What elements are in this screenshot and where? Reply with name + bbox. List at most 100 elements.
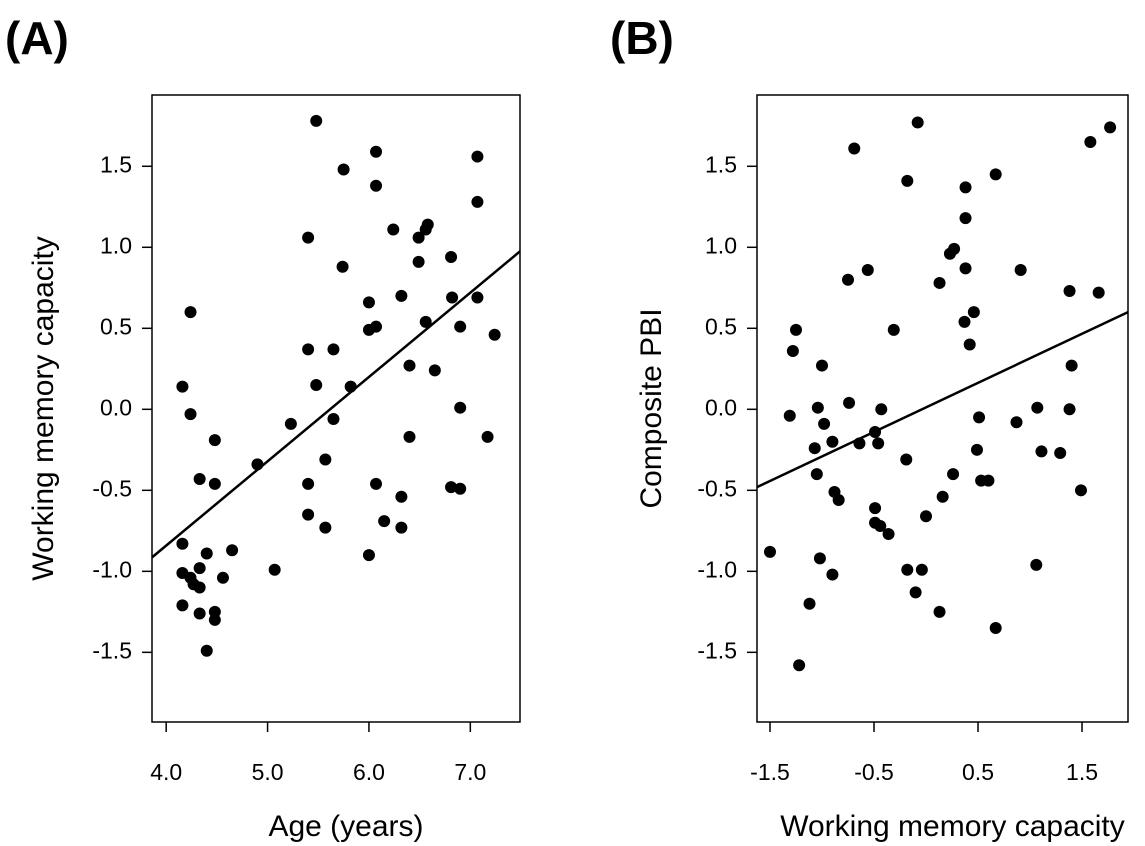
point: [842, 273, 855, 286]
x-tick-label: 1.5: [1066, 759, 1098, 785]
point: [911, 116, 924, 129]
point: [882, 528, 895, 541]
point: [915, 563, 928, 576]
point: [481, 430, 494, 443]
x-axis-title: Age (years): [268, 810, 423, 843]
y-tick-label: -1.0: [697, 556, 737, 582]
x-tick-label: 7.0: [454, 759, 486, 785]
point: [875, 403, 888, 416]
panel-label: (B): [610, 12, 674, 64]
y-tick-label: -1.5: [92, 637, 132, 663]
x-tick-label: 6.0: [353, 759, 385, 785]
y-tick-label: 1.0: [705, 232, 737, 258]
point: [1035, 445, 1048, 458]
point: [901, 563, 914, 576]
point: [193, 607, 206, 620]
y-axis-title: Working memory capacity: [27, 236, 60, 581]
point: [208, 477, 221, 490]
point: [378, 515, 391, 528]
plot-frame: [756, 94, 1129, 723]
point: [319, 453, 332, 466]
point: [419, 223, 432, 236]
point: [284, 417, 297, 430]
point: [412, 255, 425, 268]
point: [216, 571, 229, 584]
point: [1104, 121, 1117, 134]
point: [200, 644, 213, 657]
point: [302, 231, 315, 244]
point: [176, 599, 189, 612]
point: [1014, 263, 1027, 276]
point: [226, 544, 239, 557]
point: [813, 552, 826, 565]
point: [302, 508, 315, 521]
point: [861, 263, 874, 276]
point: [933, 605, 946, 618]
point: [963, 338, 976, 351]
x-tick-label: 4.0: [150, 759, 182, 785]
point: [1084, 135, 1097, 148]
y-tick-label: 0.5: [705, 313, 737, 339]
y-tick-label: -0.5: [697, 475, 737, 501]
point: [901, 174, 914, 187]
point: [208, 434, 221, 447]
x-tick-label: 0.5: [962, 759, 994, 785]
point: [176, 380, 189, 393]
point: [989, 168, 1002, 181]
fit-line: [151, 250, 521, 559]
point: [327, 413, 340, 426]
point: [428, 364, 441, 377]
point: [310, 379, 323, 392]
y-tick-label: -1.0: [92, 556, 132, 582]
point: [959, 212, 972, 225]
point: [958, 315, 971, 328]
point: [909, 586, 922, 599]
plot-frame: [151, 94, 521, 723]
point: [848, 142, 861, 155]
point: [310, 114, 323, 127]
point: [193, 562, 206, 575]
point: [790, 323, 803, 336]
point: [783, 409, 796, 422]
point: [488, 328, 501, 341]
panel-label: (A): [5, 12, 69, 64]
point: [200, 547, 213, 560]
point: [208, 613, 221, 626]
point: [445, 481, 458, 494]
point: [471, 291, 484, 304]
point: [454, 401, 467, 414]
y-tick-label: 1.5: [705, 151, 737, 177]
point: [872, 437, 885, 450]
point: [920, 510, 933, 523]
point: [810, 468, 823, 481]
x-tick-label: -0.5: [854, 759, 894, 785]
point: [302, 343, 315, 356]
point: [268, 563, 281, 576]
point: [176, 537, 189, 550]
point: [1063, 285, 1076, 298]
point: [193, 581, 206, 594]
point: [808, 442, 821, 455]
point: [1092, 286, 1105, 299]
point: [362, 549, 375, 562]
y-axis-title: Composite PBI: [635, 308, 668, 508]
x-tick-label: -1.5: [750, 759, 790, 785]
point: [395, 289, 408, 302]
point: [982, 474, 995, 487]
y-tick-label: -1.5: [697, 637, 737, 663]
point: [184, 306, 197, 319]
y-tick-label: -0.5: [92, 475, 132, 501]
point: [959, 181, 972, 194]
point: [1010, 416, 1023, 429]
point: [184, 408, 197, 421]
point: [786, 344, 799, 357]
point: [832, 494, 845, 507]
point: [403, 430, 416, 443]
point: [826, 568, 839, 581]
point: [370, 179, 383, 192]
point: [412, 231, 425, 244]
point: [900, 453, 913, 466]
x-axis-title: Working memory capacity: [780, 810, 1125, 843]
point: [454, 482, 467, 495]
